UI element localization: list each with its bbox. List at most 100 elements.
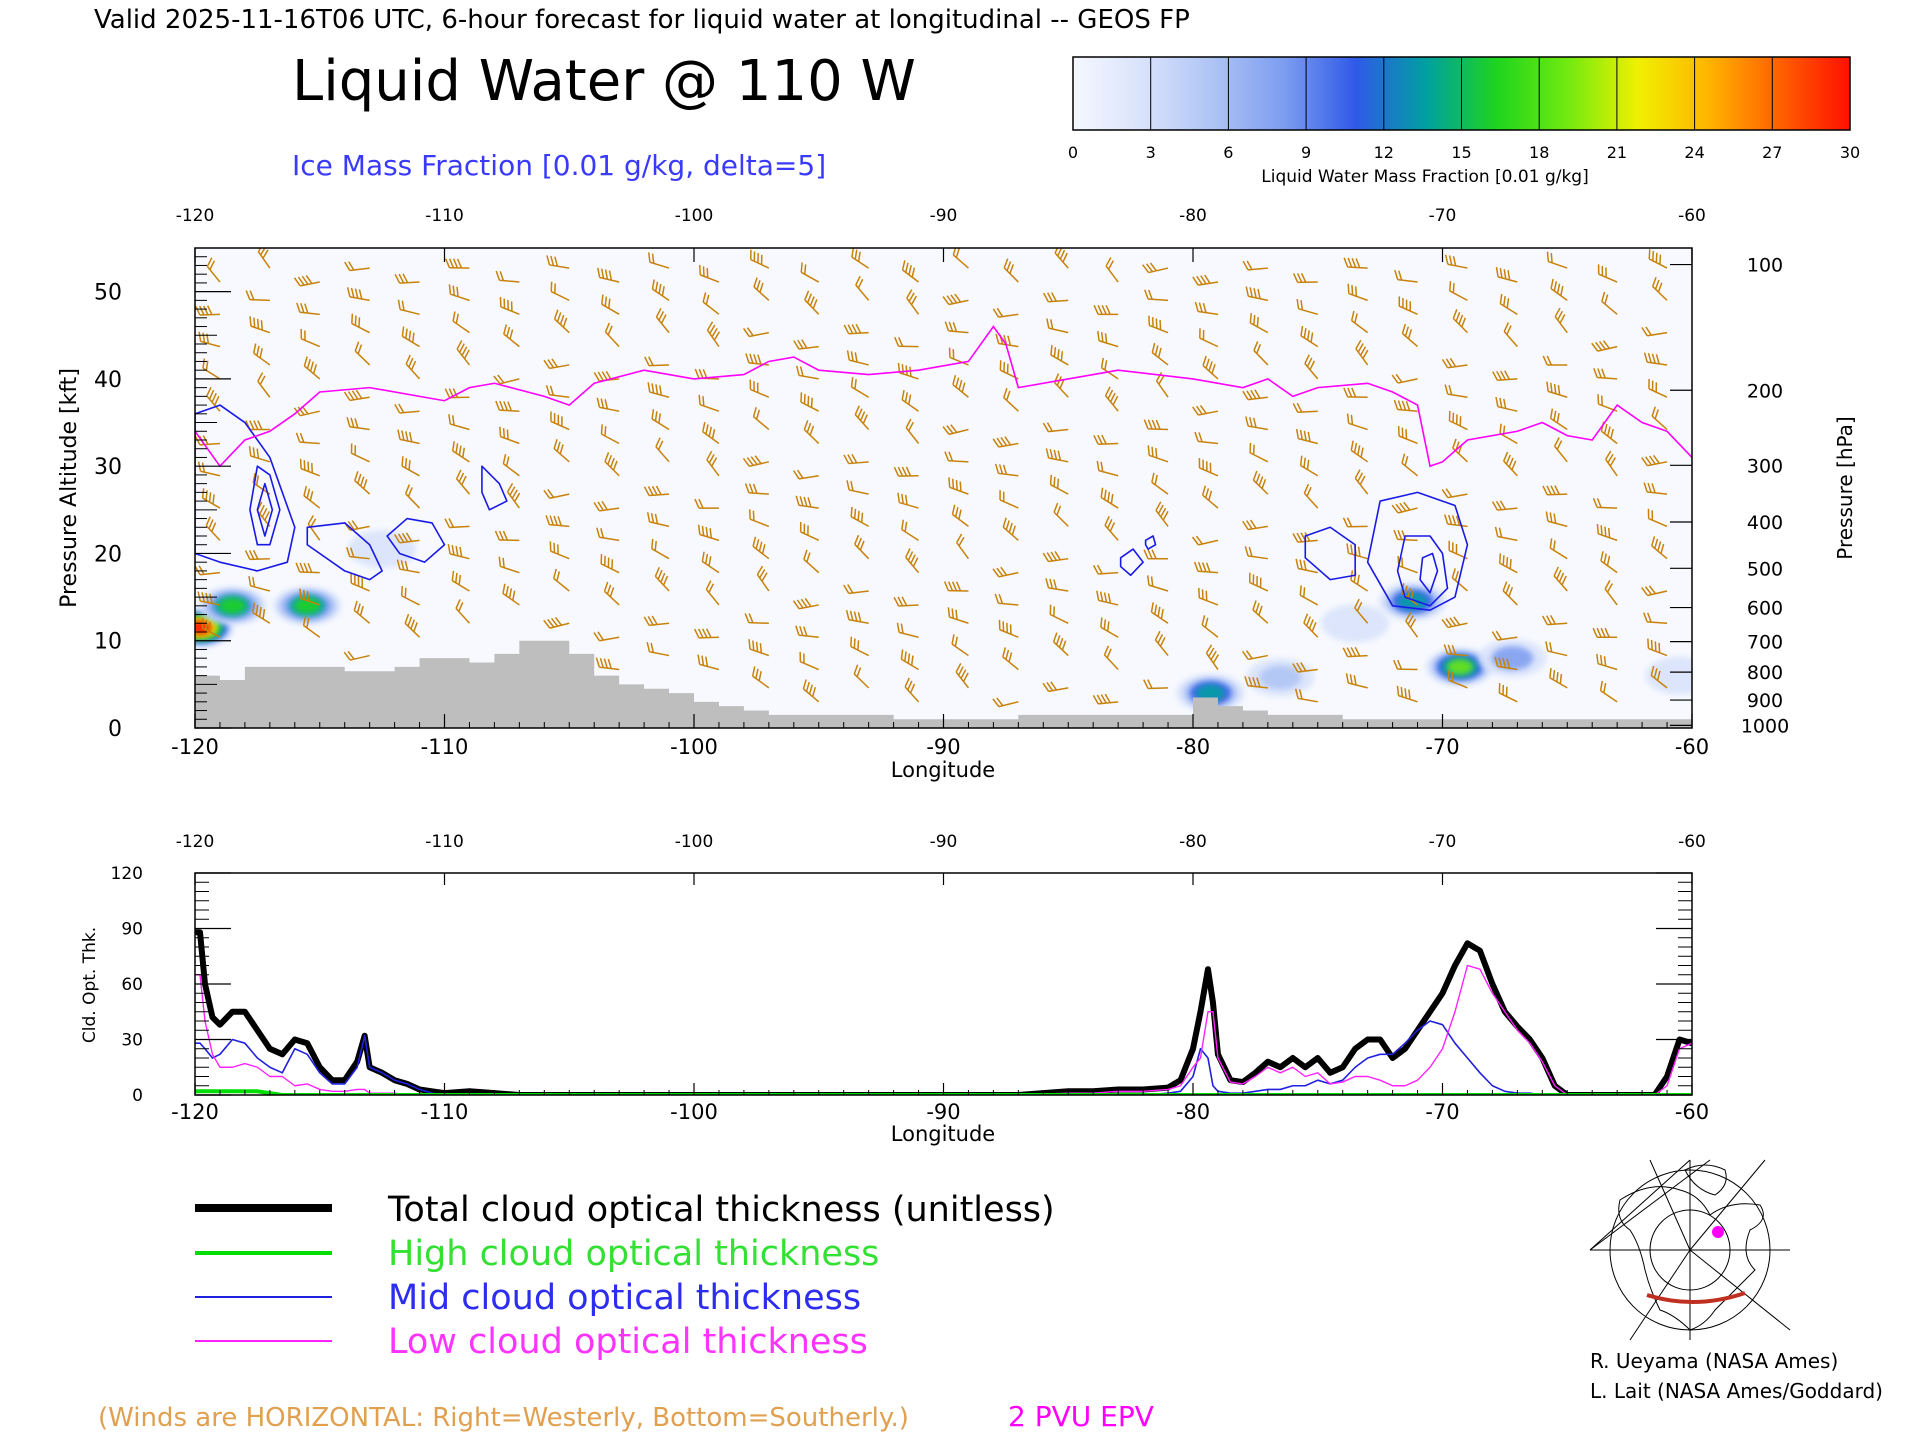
- wind-barb: [1394, 269, 1418, 283]
- wind-barb: [1292, 662, 1318, 673]
- wind-barb: [1451, 568, 1468, 592]
- wind-barb: [596, 397, 620, 412]
- colorbar-tick-label: 21: [1607, 143, 1627, 162]
- wind-barb: [698, 394, 720, 412]
- wind-barb: [1651, 536, 1668, 560]
- wind-barb: [655, 307, 670, 334]
- wind-barb: [499, 426, 520, 445]
- wind-barb: [702, 421, 720, 445]
- wind-barb: [1242, 260, 1268, 271]
- wind-barb: [354, 341, 371, 366]
- wind-barb: [1093, 434, 1119, 445]
- liquid-water-blob: [1259, 665, 1302, 690]
- legend: Total cloud optical thickness (unitless)…: [195, 1190, 1055, 1362]
- wind-barb: [803, 549, 820, 574]
- wind-barb: [346, 547, 370, 560]
- wind-barb: [854, 534, 870, 560]
- wind-barb: [1144, 289, 1169, 302]
- wind-barb: [195, 305, 220, 316]
- cross-section-background: [195, 248, 1692, 728]
- wind-barb: [393, 532, 420, 544]
- y-tick-label: 20: [94, 542, 122, 567]
- wind-barb: [601, 294, 620, 315]
- wind-barb: [494, 530, 520, 542]
- y-tick-label: 0: [132, 1086, 143, 1106]
- pressure-tick-label: 800: [1747, 662, 1783, 684]
- ice-contour: [1119, 548, 1144, 577]
- wind-barb: [1546, 251, 1568, 269]
- wind-barb: [992, 566, 1019, 578]
- wind-barb: [405, 354, 421, 380]
- wind-barb: [302, 615, 321, 638]
- wind-barb: [1100, 487, 1119, 509]
- wind-barb: [346, 287, 370, 302]
- x-tick-label: -70: [1425, 735, 1459, 759]
- wind-barb: [543, 616, 570, 629]
- wind-barb: [1104, 516, 1119, 541]
- wind-barb: [800, 392, 820, 412]
- wind-barb: [906, 289, 920, 315]
- wind-barb: [545, 515, 570, 528]
- wind-barb: [942, 293, 969, 306]
- wind-barb: [1244, 676, 1268, 689]
- wind-barb: [1142, 262, 1169, 274]
- wind-barb: [553, 309, 570, 334]
- wind-barb: [257, 372, 271, 398]
- wind-barb: [901, 519, 919, 541]
- wind-barb: [1350, 440, 1369, 463]
- x-tick-label-top: -80: [1179, 206, 1207, 226]
- wind-barb: [1542, 485, 1568, 496]
- y-tick-label: 90: [121, 920, 143, 940]
- wind-barb: [1545, 511, 1568, 528]
- liquid-water-blob: [1491, 646, 1534, 671]
- wind-barb: [596, 527, 620, 542]
- wind-barb: [1651, 406, 1668, 431]
- liquid-water-blob: [1195, 684, 1225, 702]
- wind-barb: [1151, 342, 1169, 366]
- wind-barb: [1143, 419, 1169, 431]
- wind-barb: [493, 374, 520, 385]
- wind-barb: [1198, 458, 1219, 477]
- colorbar-tick-label: 24: [1684, 143, 1704, 162]
- wind-barb: [444, 388, 470, 399]
- wind-barb: [1441, 357, 1468, 369]
- wind-barb: [646, 512, 670, 528]
- wind-barb: [597, 267, 620, 283]
- wind-barb: [543, 358, 570, 370]
- wind-barb: [948, 347, 969, 366]
- wind-barb: [498, 556, 520, 574]
- wind-barb: [1303, 483, 1319, 509]
- wind-barb: [951, 504, 969, 527]
- wind-barb: [595, 657, 620, 671]
- top-ylabel: Pressure Altitude [kft]: [57, 368, 82, 608]
- wind-barb: [1295, 428, 1318, 445]
- wind-barb: [257, 248, 271, 269]
- liquid-water-field: [195, 530, 1692, 713]
- wind-barb: [401, 456, 420, 477]
- wind-barb: [1350, 310, 1369, 334]
- wind-barb: [1542, 355, 1568, 366]
- wind-barb: [1647, 508, 1668, 528]
- wind-barb: [948, 477, 969, 495]
- wind-barb: [1641, 326, 1668, 337]
- wind-barb: [293, 275, 320, 287]
- wind-barb: [1299, 585, 1319, 606]
- wind-barb: [1097, 330, 1119, 348]
- wind-barb: [1245, 286, 1269, 302]
- terrain-profile: [195, 640, 1692, 728]
- wind-barb: [1549, 538, 1568, 560]
- wind-barb: [593, 500, 620, 512]
- wind-barb: [904, 677, 920, 703]
- wind-barb: [394, 403, 420, 414]
- wind-barb: [1244, 546, 1268, 560]
- ice-contour: [386, 517, 446, 563]
- wind-barb: [942, 424, 969, 436]
- wind-barb: [1554, 307, 1568, 334]
- wind-barb: [600, 424, 620, 445]
- wind-barb: [244, 549, 270, 561]
- wind-barb: [699, 264, 720, 283]
- ice-contours: [195, 404, 1469, 611]
- pressure-tick-label: 100: [1747, 255, 1783, 277]
- wind-barb: [1192, 274, 1219, 286]
- wind-barb: [749, 379, 770, 398]
